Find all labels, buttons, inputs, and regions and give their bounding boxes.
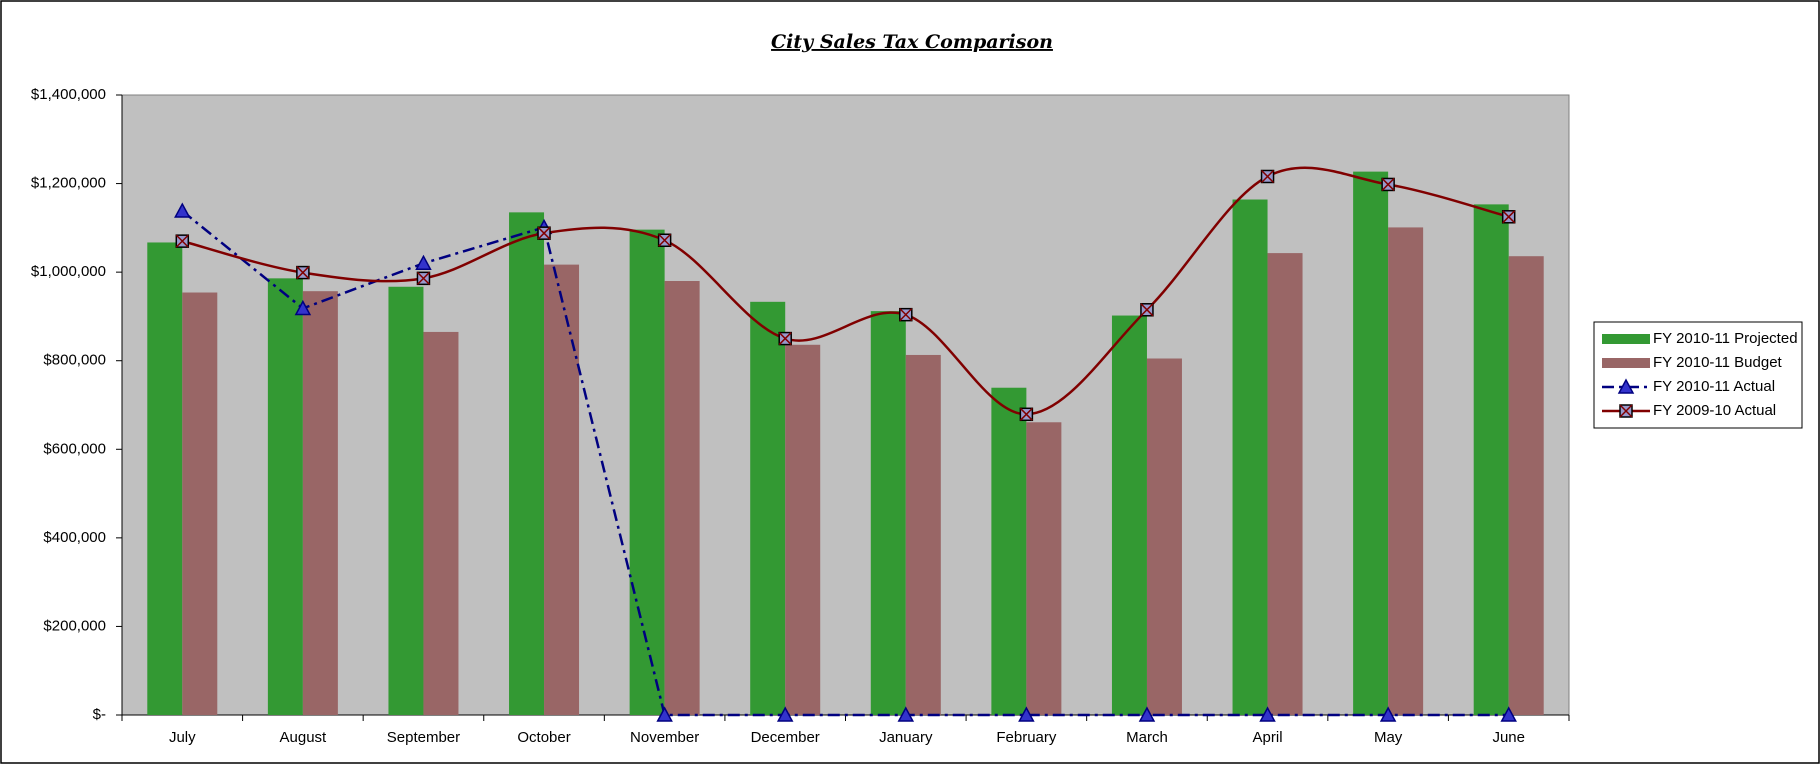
marker	[174, 202, 191, 218]
marker-x	[296, 266, 310, 280]
legend-label: FY 2010-11 Projected	[1653, 330, 1798, 347]
marker	[1140, 303, 1154, 317]
bar	[267, 278, 303, 715]
y-tick-label: $-	[93, 706, 106, 723]
legend-swatch	[1602, 358, 1650, 368]
marker-x	[416, 271, 430, 285]
y-tick-label: $600,000	[43, 440, 106, 457]
marker-x	[1261, 169, 1275, 184]
marker	[416, 271, 431, 286]
marker	[175, 234, 190, 248]
marker	[1381, 177, 1395, 192]
plot-area	[121, 94, 1570, 716]
bar	[1267, 253, 1303, 715]
x-tick-label: November	[630, 729, 699, 746]
marker-x	[1140, 303, 1154, 317]
marker-x	[1381, 177, 1395, 191]
marker	[1379, 706, 1397, 722]
bar	[423, 331, 459, 715]
bar	[905, 354, 941, 715]
bar	[147, 242, 183, 715]
x-tick-label: September	[387, 729, 460, 746]
marker	[296, 265, 310, 280]
bar	[1508, 256, 1544, 715]
marker	[1501, 210, 1516, 224]
marker-x	[778, 332, 792, 346]
marker-x	[658, 233, 672, 247]
marker	[1500, 706, 1517, 722]
y-tick-label: $400,000	[43, 529, 106, 546]
x-tick-label: July	[169, 729, 196, 746]
y-tick-label: $800,000	[43, 352, 106, 369]
bar	[1353, 171, 1389, 716]
y-tick-label: $1,000,000	[31, 263, 106, 280]
bar	[1232, 199, 1268, 715]
marker	[1018, 706, 1035, 722]
x-tick-label: June	[1492, 729, 1525, 746]
bar	[509, 212, 545, 715]
bar	[991, 387, 1027, 715]
chart-title: City Sales Tax Comparison	[771, 31, 1053, 53]
x-tick-label: March	[1126, 729, 1168, 746]
marker	[294, 299, 312, 316]
bar	[1111, 315, 1147, 715]
legend-swatch	[1602, 334, 1650, 344]
marker-x	[1502, 210, 1516, 224]
bar	[1388, 227, 1424, 715]
bar	[302, 291, 338, 715]
marker	[1619, 404, 1633, 418]
bar	[544, 264, 580, 715]
marker-x	[175, 234, 189, 248]
marker	[657, 233, 672, 248]
marker-x	[1619, 404, 1633, 418]
marker	[1617, 378, 1635, 394]
y-tick-label: $200,000	[43, 617, 106, 634]
bar	[1473, 204, 1509, 715]
bar	[1146, 358, 1182, 715]
marker	[897, 706, 915, 722]
x-tick-label: October	[517, 729, 570, 746]
marker-x	[899, 308, 913, 322]
marker	[537, 226, 551, 240]
marker-x	[1019, 407, 1033, 421]
x-tick-label: April	[1253, 729, 1283, 746]
y-tick-label: $1,200,000	[31, 175, 106, 192]
bar	[1026, 422, 1062, 715]
legend-label: FY 2010-11 Budget	[1653, 354, 1783, 371]
marker	[415, 254, 432, 271]
bar	[750, 301, 786, 715]
marker-x	[537, 226, 551, 240]
bar	[629, 229, 665, 715]
x-tick-label: August	[280, 729, 328, 746]
bar	[785, 344, 821, 715]
bar	[664, 281, 700, 715]
x-tick-label: May	[1374, 729, 1403, 746]
marker	[1019, 407, 1034, 422]
legend-label: FY 2010-11 Actual	[1653, 378, 1775, 395]
x-tick-label: January	[879, 729, 933, 746]
x-tick-label: December	[751, 729, 820, 746]
bar	[388, 286, 424, 715]
x-tick-label: February	[996, 729, 1057, 746]
marker	[1259, 706, 1276, 722]
marker	[1138, 706, 1156, 722]
bar	[182, 292, 218, 715]
bar	[870, 311, 906, 715]
marker	[778, 331, 792, 346]
line	[181, 210, 1509, 717]
marker	[1260, 169, 1275, 184]
legend-label: FY 2009-10 Actual	[1653, 402, 1776, 419]
y-tick-label: $1,400,000	[31, 86, 106, 103]
marker	[656, 706, 673, 722]
marker	[776, 706, 794, 722]
marker	[899, 307, 913, 322]
